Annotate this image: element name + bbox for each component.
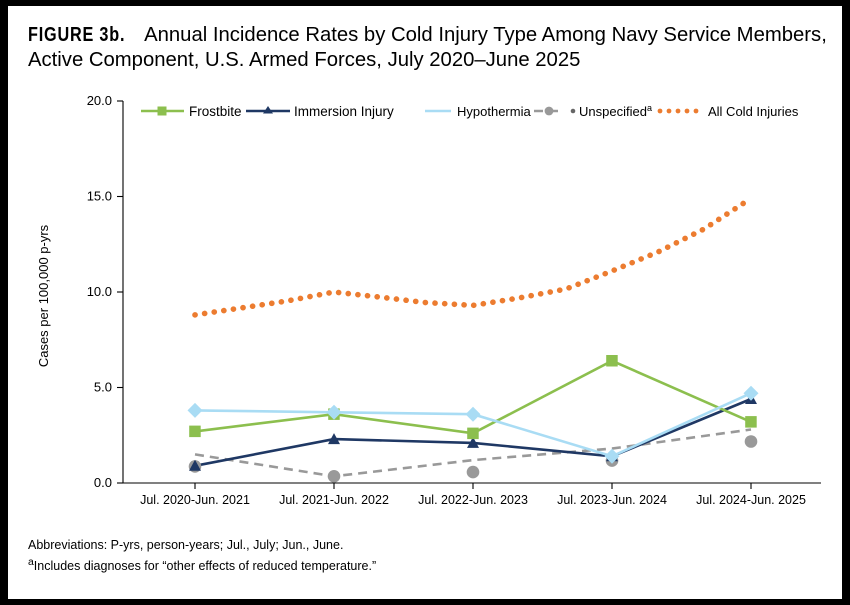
svg-text:15.0: 15.0: [87, 189, 112, 204]
svg-text:10.0: 10.0: [87, 284, 112, 299]
svg-text:5.0: 5.0: [94, 380, 112, 395]
svg-text:Cases per 100,000 p-yrs: Cases per 100,000 p-yrs: [36, 224, 51, 367]
svg-text:Frostbite: Frostbite: [189, 104, 242, 119]
svg-text:Jul. 2024-Jun. 2025: Jul. 2024-Jun. 2025: [696, 493, 806, 507]
svg-text:Unspecifieda: Unspecifieda: [579, 103, 652, 119]
svg-text:Jul. 2020-Jun. 2021: Jul. 2020-Jun. 2021: [140, 493, 250, 507]
svg-text:Jul. 2023-Jun. 2024: Jul. 2023-Jun. 2024: [557, 493, 667, 507]
svg-text:All Cold Injuries: All Cold Injuries: [708, 104, 799, 119]
svg-text:20.0: 20.0: [87, 93, 112, 108]
svg-text:Immersion Injury: Immersion Injury: [294, 104, 394, 119]
svg-text:Hypothermia: Hypothermia: [457, 104, 531, 119]
svg-text:Jul. 2022-Jun. 2023: Jul. 2022-Jun. 2023: [418, 493, 528, 507]
svg-text:Jul. 2021-Jun. 2022: Jul. 2021-Jun. 2022: [279, 493, 389, 507]
svg-text:0.0: 0.0: [94, 475, 112, 490]
